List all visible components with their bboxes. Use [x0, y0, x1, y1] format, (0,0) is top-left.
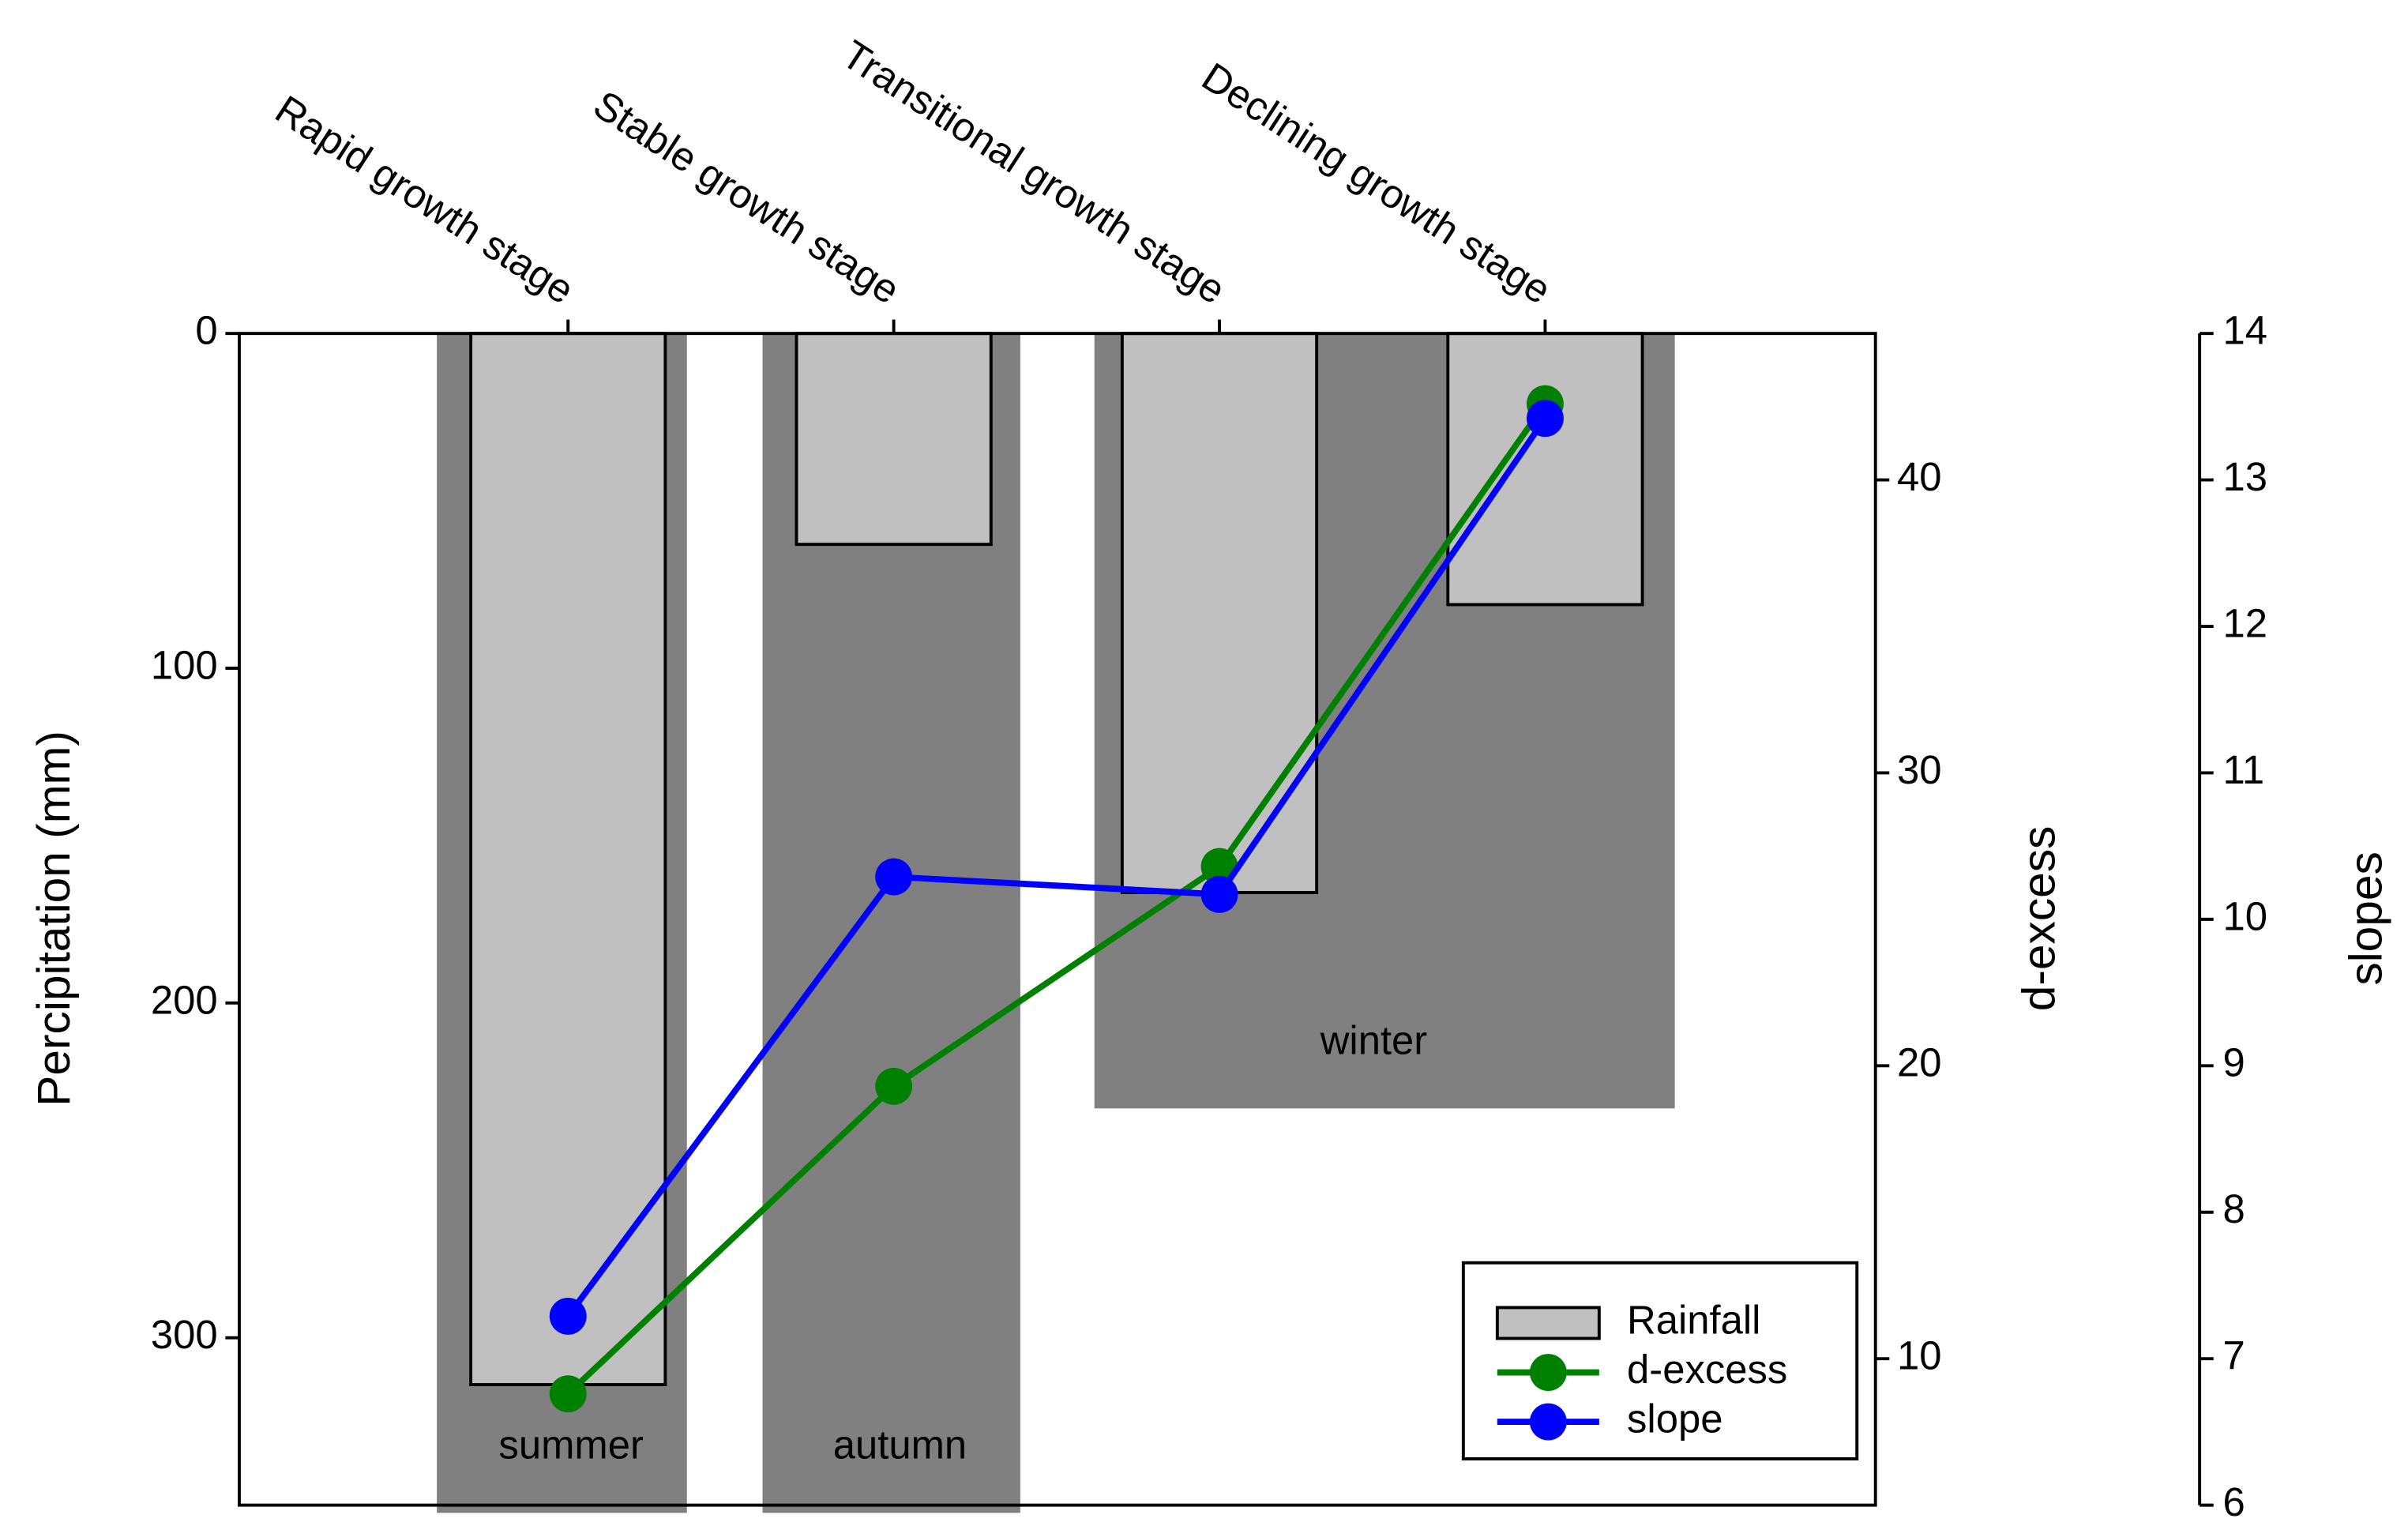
y2-tick-label: 20	[1897, 1040, 1942, 1085]
x-tick-label: Stable growth stage	[586, 81, 908, 312]
bar	[795, 332, 993, 547]
series-line	[565, 416, 1548, 1318]
bar	[1120, 332, 1319, 894]
y3-tick-label: 6	[2222, 1479, 2245, 1524]
y-tick-label: 300	[151, 1312, 218, 1357]
legend-label: Rainfall	[1627, 1297, 1760, 1342]
y2-tick-label: 30	[1897, 747, 1942, 792]
season-label: winter	[1320, 1018, 1428, 1063]
y3-axis-title: slopes	[2341, 851, 2392, 985]
legend-label: slope	[1627, 1396, 1722, 1441]
y2-axis-title: d-excess	[2013, 826, 2064, 1012]
legend-marker	[1529, 1403, 1567, 1441]
series-line	[565, 401, 1548, 1396]
y3-tick-label: 10	[2222, 893, 2267, 938]
season-label: summer	[498, 1423, 644, 1468]
y3-tick-label: 12	[2222, 600, 2267, 645]
bar	[1446, 332, 1644, 607]
y-tick-label: 0	[195, 308, 217, 353]
series-point	[875, 1067, 913, 1105]
x-tick-label: Declining growth stage	[1194, 54, 1559, 313]
y3-tick-label: 9	[2222, 1040, 2245, 1085]
legend-label: d-excess	[1627, 1347, 1787, 1392]
series-point	[549, 1375, 587, 1413]
y3-tick-label: 14	[2222, 308, 2267, 353]
legend-marker	[1529, 1354, 1567, 1391]
legend-swatch	[1495, 1306, 1601, 1340]
y-axis-title: Percipitation (mm)	[28, 731, 80, 1107]
series-point	[1526, 400, 1564, 438]
y3-tick-label: 8	[2222, 1186, 2245, 1231]
y3-tick-label: 11	[2222, 747, 2264, 792]
y3-tick-label: 7	[2222, 1333, 2245, 1378]
legend-box	[1461, 1261, 1859, 1460]
y-tick-label: 200	[151, 977, 218, 1022]
series-point	[1200, 875, 1238, 913]
y3-tick-label: 13	[2222, 454, 2267, 499]
y2-tick-label: 10	[1897, 1333, 1942, 1378]
series-point	[549, 1297, 587, 1335]
season-label: autumn	[833, 1423, 967, 1468]
y2-tick-label: 40	[1897, 454, 1942, 499]
x-tick-label: Rapid growth stage	[268, 87, 582, 313]
plot-frame	[237, 332, 1877, 1507]
y-tick-label: 100	[151, 642, 218, 687]
series-point	[875, 858, 913, 896]
lines	[549, 385, 1564, 1413]
